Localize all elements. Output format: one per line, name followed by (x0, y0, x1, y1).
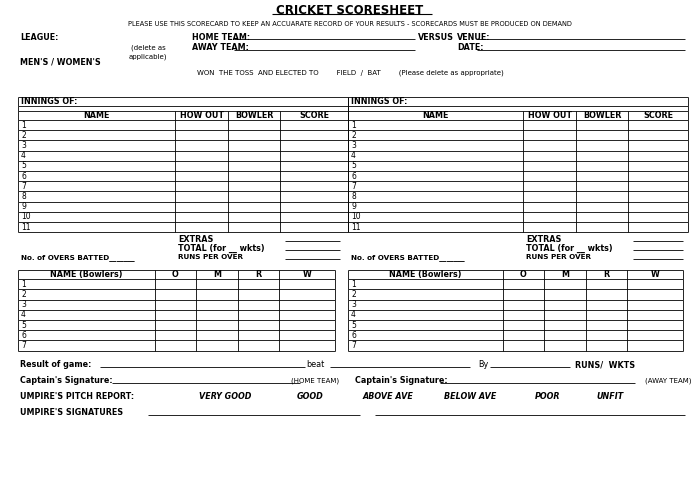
Text: Result of game:: Result of game: (20, 360, 92, 369)
Text: INNINGS OF:: INNINGS OF: (21, 97, 78, 106)
Text: INNINGS OF:: INNINGS OF: (351, 97, 407, 106)
Text: ABOVE AVE: ABOVE AVE (363, 392, 414, 401)
Text: W: W (302, 270, 312, 279)
Text: EXTRAS: EXTRAS (526, 235, 561, 244)
Text: R: R (256, 270, 262, 279)
Text: (delete as: (delete as (131, 45, 165, 51)
Text: RUNS PER OVER: RUNS PER OVER (178, 254, 243, 260)
Text: 11: 11 (351, 223, 360, 232)
Text: BOWLER: BOWLER (234, 111, 273, 120)
Text: 2: 2 (21, 290, 26, 299)
Text: 4: 4 (351, 151, 356, 160)
Text: UMPIRE'S PITCH REPORT:: UMPIRE'S PITCH REPORT: (20, 392, 134, 401)
Text: HOME TEAM:: HOME TEAM: (192, 33, 250, 41)
Text: MEN'S / WOMEN'S: MEN'S / WOMEN'S (20, 57, 101, 67)
Text: applicable): applicable) (129, 54, 167, 60)
Text: CRICKET SCORESHEET: CRICKET SCORESHEET (276, 4, 424, 17)
Text: 5: 5 (351, 162, 356, 170)
Text: No. of OVERS BATTED_______: No. of OVERS BATTED_______ (351, 254, 465, 261)
Text: R: R (603, 270, 610, 279)
Text: W: W (650, 270, 659, 279)
Text: LEAGUE:: LEAGUE: (20, 33, 58, 41)
Text: No. of OVERS BATTED_______: No. of OVERS BATTED_______ (21, 254, 134, 261)
Text: 7: 7 (21, 341, 26, 350)
Text: NAME (Bowlers): NAME (Bowlers) (50, 270, 122, 279)
Text: 6: 6 (21, 331, 26, 340)
Text: Captain's Signature:: Captain's Signature: (355, 376, 447, 385)
Text: O: O (172, 270, 179, 279)
Text: HOW OUT: HOW OUT (528, 111, 571, 120)
Text: 7: 7 (21, 182, 26, 191)
Text: NAME (Bowlers): NAME (Bowlers) (389, 270, 462, 279)
Text: O: O (520, 270, 527, 279)
Text: EXTRAS: EXTRAS (178, 235, 214, 244)
Text: UMPIRE'S SIGNATURES: UMPIRE'S SIGNATURES (20, 408, 123, 417)
Text: (HOME TEAM): (HOME TEAM) (291, 377, 339, 384)
Text: 5: 5 (21, 321, 26, 329)
Text: M: M (213, 270, 221, 279)
Text: 2: 2 (351, 131, 356, 140)
Text: By: By (478, 360, 489, 369)
Text: 9: 9 (21, 202, 26, 211)
Text: 8: 8 (351, 192, 356, 201)
Text: 7: 7 (351, 341, 356, 350)
Text: 11: 11 (21, 223, 31, 232)
Text: 2: 2 (351, 290, 356, 299)
Text: (AWAY TEAM): (AWAY TEAM) (645, 377, 692, 384)
Text: NAME: NAME (83, 111, 110, 120)
Text: 4: 4 (21, 151, 26, 160)
Text: 1: 1 (21, 121, 26, 129)
Text: 5: 5 (21, 162, 26, 170)
Text: 3: 3 (351, 141, 356, 150)
Text: GOOD: GOOD (297, 392, 323, 401)
Text: WON  THE TOSS  AND ELECTED TO        FIELD  /  BAT        (Please delete as appr: WON THE TOSS AND ELECTED TO FIELD / BAT … (197, 70, 503, 76)
Text: NAME: NAME (422, 111, 449, 120)
Text: 4: 4 (21, 310, 26, 320)
Text: 1: 1 (21, 280, 26, 289)
Text: 8: 8 (21, 192, 26, 201)
Text: BOWLER: BOWLER (583, 111, 621, 120)
Text: 6: 6 (21, 171, 26, 181)
Text: 4: 4 (351, 310, 356, 320)
Text: 10: 10 (21, 212, 31, 221)
Text: HOW OUT: HOW OUT (179, 111, 223, 120)
Text: RUNS PER OVER: RUNS PER OVER (526, 254, 591, 260)
Text: UNFIT: UNFIT (596, 392, 624, 401)
Text: BELOW AVE: BELOW AVE (444, 392, 496, 401)
Text: beat: beat (306, 360, 324, 369)
Text: 7: 7 (351, 182, 356, 191)
Text: 2: 2 (21, 131, 26, 140)
Text: 9: 9 (351, 202, 356, 211)
Text: 6: 6 (351, 171, 356, 181)
Text: 3: 3 (21, 141, 26, 150)
Text: 3: 3 (21, 300, 26, 309)
Text: 10: 10 (351, 212, 360, 221)
Text: TOTAL (for __ wkts): TOTAL (for __ wkts) (526, 244, 612, 253)
Text: Captain's Signature:: Captain's Signature: (20, 376, 113, 385)
Text: SCORE: SCORE (299, 111, 329, 120)
Text: VERSUS: VERSUS (418, 33, 454, 41)
Text: VERY GOOD: VERY GOOD (199, 392, 251, 401)
Text: RUNS/  WKTS: RUNS/ WKTS (575, 360, 635, 369)
Text: M: M (561, 270, 569, 279)
Text: PLEASE USE THIS SCORECARD TO KEEP AN ACCUARATE RECORD OF YOUR RESULTS - SCORECAR: PLEASE USE THIS SCORECARD TO KEEP AN ACC… (128, 21, 572, 27)
Text: 5: 5 (351, 321, 356, 329)
Text: 1: 1 (351, 280, 356, 289)
Text: VENUE:: VENUE: (457, 33, 491, 41)
Text: 1: 1 (351, 121, 356, 129)
Text: POOR: POOR (536, 392, 561, 401)
Text: DATE:: DATE: (457, 43, 484, 52)
Text: 6: 6 (351, 331, 356, 340)
Text: TOTAL (for __ wkts): TOTAL (for __ wkts) (178, 244, 265, 253)
Text: AWAY TEAM:: AWAY TEAM: (192, 43, 249, 52)
Text: SCORE: SCORE (643, 111, 673, 120)
Text: 3: 3 (351, 300, 356, 309)
